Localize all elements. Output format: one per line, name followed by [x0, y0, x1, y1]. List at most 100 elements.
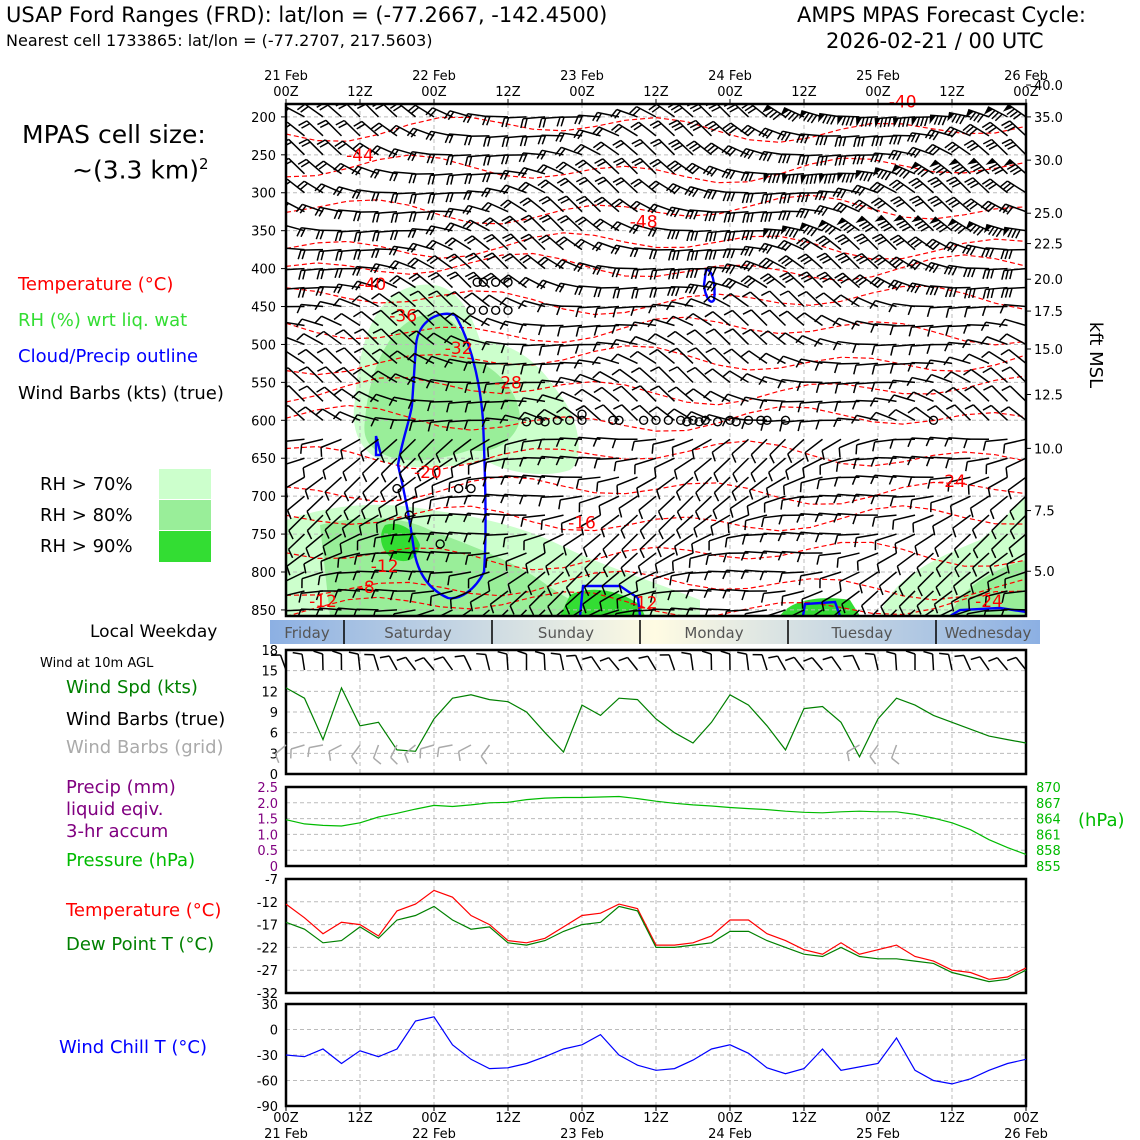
barb-feather	[560, 117, 565, 127]
barb-shaft	[764, 495, 786, 504]
barb-feather	[393, 230, 399, 241]
barb-feather	[408, 533, 413, 543]
barb-feather	[810, 228, 818, 237]
barb-shaft	[639, 385, 657, 402]
wind-barb	[817, 112, 842, 125]
wind-barbs-true-label: Wind Barbs (true)	[66, 709, 226, 730]
barb-feather	[889, 439, 894, 449]
barb-shaft	[821, 438, 842, 452]
barb-feather	[536, 164, 544, 173]
barb-feather	[883, 117, 888, 128]
wind-barb	[963, 267, 990, 278]
barb-shaft	[1004, 438, 1026, 445]
barb-feather	[854, 201, 864, 209]
barb-feather	[592, 265, 598, 275]
barb-feather	[840, 189, 847, 199]
barb-feather	[749, 230, 754, 241]
barb-shaft	[320, 552, 342, 562]
barb-feather	[925, 144, 934, 152]
barb-feather	[799, 239, 808, 247]
barb-shaft	[948, 436, 971, 441]
barb-feather	[995, 228, 1003, 238]
wind-barb	[592, 437, 620, 447]
barb-feather	[928, 263, 936, 272]
wind-barb	[372, 328, 398, 345]
wind-barb	[457, 744, 472, 761]
barb-feather	[671, 286, 676, 297]
barb-feather	[894, 543, 898, 554]
barb-feather	[520, 233, 530, 240]
temperature-label: Temperature (°C)	[66, 900, 222, 921]
barb-feather	[408, 571, 413, 581]
barb-feather	[822, 114, 828, 124]
barb-feather	[742, 328, 752, 335]
wind-barb	[574, 285, 601, 296]
barb-feather	[595, 128, 604, 137]
wind-barb	[637, 552, 657, 576]
barb-shaft	[449, 400, 472, 404]
barb-feather	[647, 333, 656, 341]
barb-feather	[975, 168, 986, 175]
barb-feather	[892, 181, 901, 189]
wind-barb	[499, 169, 527, 181]
barb-shaft	[301, 303, 324, 308]
barb-feather	[853, 137, 857, 148]
wind-barb	[371, 292, 398, 308]
barb-feather	[468, 156, 473, 166]
wind-barb	[1002, 438, 1026, 454]
barb-shaft	[452, 312, 472, 327]
wind-barb	[414, 476, 435, 498]
cloud-outline-upper	[702, 268, 716, 303]
barb-feather	[484, 462, 488, 472]
barb-feather	[425, 130, 432, 140]
barb-feather	[924, 374, 933, 383]
barb-feather	[556, 117, 561, 127]
precip-marker	[453, 483, 464, 494]
barb-feather	[962, 339, 969, 349]
barb-shaft	[986, 336, 1008, 346]
bottom-date-label: 21 Feb	[264, 1127, 308, 1140]
barb-feather	[971, 288, 976, 298]
wind-barb	[618, 495, 638, 518]
pressure-tick-label: 750	[251, 528, 276, 543]
barb-shaft	[672, 438, 694, 448]
barb-flag	[798, 223, 808, 232]
wind-barb	[870, 323, 897, 333]
barb-shaft	[1008, 406, 1026, 421]
barb-feather	[871, 136, 876, 147]
barb-feather	[443, 222, 451, 231]
barb-feather	[315, 330, 325, 338]
barb-feather	[337, 210, 343, 220]
barb-feather	[556, 177, 566, 184]
barb-feather	[656, 490, 661, 500]
page-title: USAP Ford Ranges (FRD): lat/lon = (-77.2…	[6, 3, 608, 27]
barb-shaft	[374, 588, 398, 592]
wind-barb	[985, 457, 1008, 475]
wind-barb	[574, 456, 601, 467]
barb-feather	[924, 262, 932, 271]
wind-barb	[961, 353, 990, 365]
wind-barb	[713, 476, 731, 502]
barb-feather	[745, 230, 750, 241]
barb-feather	[463, 135, 469, 146]
barb-feather	[684, 186, 691, 195]
barb-feather	[869, 411, 877, 421]
wind-barb	[742, 309, 768, 327]
wind-barb	[935, 571, 953, 597]
legend-rh80-swatch	[159, 500, 211, 530]
barb-shaft	[874, 397, 897, 403]
barb-feather	[800, 134, 806, 144]
barb-feather	[944, 342, 950, 352]
barb-feather	[612, 289, 617, 299]
barb-feather	[577, 240, 586, 249]
wind-barb	[760, 210, 786, 223]
wind-barb	[583, 571, 602, 597]
barb-feather	[731, 491, 737, 501]
wind-barb	[593, 324, 620, 336]
barb-feather	[912, 523, 915, 533]
barb-feather	[708, 211, 713, 222]
barb-shaft	[325, 366, 343, 383]
wind-barb	[408, 419, 435, 431]
barb-feather	[814, 361, 820, 371]
barb-shaft	[991, 533, 1009, 550]
